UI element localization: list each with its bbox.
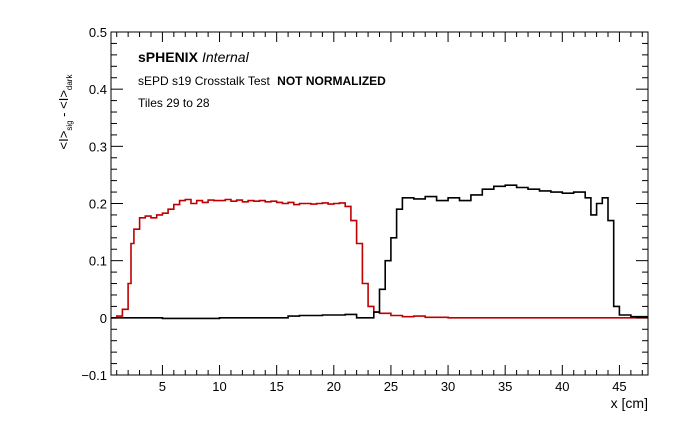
y-tick-label: −0.1: [81, 368, 107, 383]
series-layer: [111, 184, 648, 320]
y-label-sig-symbol: <I>: [56, 131, 71, 150]
x-tick-label: 45: [612, 379, 626, 394]
x-tick-label: 35: [498, 379, 512, 394]
test-label-bold: NOT NORMALIZED: [277, 74, 386, 88]
x-tick-label: 25: [384, 379, 398, 394]
series-line-1: [111, 184, 648, 320]
y-tick-label: 0.1: [89, 254, 107, 269]
tiles-label: Tiles 29 to 28: [138, 96, 210, 110]
y-label-dark-sub: dark: [65, 74, 74, 91]
y-tick-label: 0.4: [89, 82, 107, 97]
test-label: sEPD s19 Crosstalk Test NOT NORMALIZED: [138, 74, 386, 88]
x-tick-label: 40: [555, 379, 569, 394]
series-line-0: [111, 198, 648, 319]
test-label-prefix: sEPD s19 Crosstalk Test: [138, 74, 270, 88]
y-label-dark-symbol: <I>: [56, 90, 71, 109]
x-tick-label: 15: [269, 379, 283, 394]
experiment-label: sPHENIX: [138, 49, 199, 65]
y-label-sig-sub: sig: [65, 120, 74, 130]
y-tick-label: 0.5: [89, 25, 107, 40]
y-tick-label: 0: [100, 311, 107, 326]
y-tick-label: 0.2: [89, 197, 107, 212]
x-tick-label: 5: [159, 379, 166, 394]
y-tick-label: 0.3: [89, 139, 107, 154]
x-tick-label: 20: [327, 379, 341, 394]
x-tick-label: 30: [441, 379, 455, 394]
x-tick-label: 10: [212, 379, 226, 394]
y-label-minus: -: [56, 109, 71, 121]
status-label: Internal: [202, 49, 250, 65]
y-axis-label: <I>sig - <I>dark: [56, 74, 74, 150]
tick-layer: 5 10 15 20 25 30 35 40 45 −0.1 0 0.1 0.2 0.3 0.4 0.5: [81, 25, 648, 394]
x-axis-label: x [cm]: [611, 395, 648, 411]
